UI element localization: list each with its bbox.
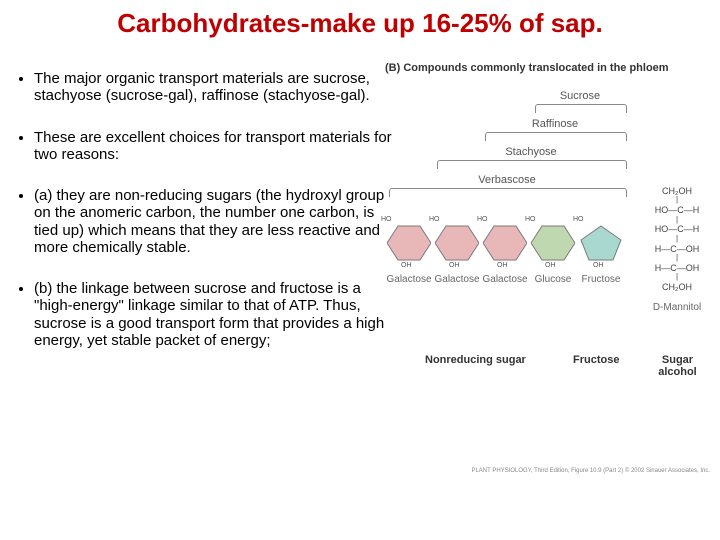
bullet-item: (a) they are non-reducing sugars (the hy… [34,187,394,256]
hydroxyl-label: HO [573,216,584,223]
sugar-ring [531,224,575,262]
sugar-name-label: Galactose [385,274,433,285]
sugar-ring [579,224,623,262]
sugar-ring [435,224,479,262]
hydroxyl-label: HO [381,216,392,223]
bottom-category-label: Fructose [573,354,619,366]
mannitol-line: CH₂OH [647,280,707,294]
slide-title: Carbohydrates-make up 16-25% of sap. [0,8,720,39]
bullet-item: (b) the linkage between sucrose and fruc… [34,280,394,349]
bracket-line [389,188,627,197]
bracket-label: Stachyose [437,146,625,158]
bracket-label: Sucrose [535,90,625,102]
bullet-item: The major organic transport materials ar… [34,70,394,105]
figure-panel: (B) Compounds commonly translocated in t… [385,62,710,482]
hydroxyl-label: OH [497,262,508,269]
sugar-name-label: Galactose [481,274,529,285]
sugar-ring [483,224,527,262]
sugar-name-label: Fructose [577,274,625,285]
hydroxyl-label: HO [525,216,536,223]
hydroxyl-label: OH [593,262,604,269]
bottom-category-label: Sugar alcohol [645,354,710,378]
sugar-name-label: Glucose [529,274,577,285]
bracket-line [485,132,627,141]
bracket-line [535,104,627,113]
figure-caption: (B) Compounds commonly translocated in t… [385,62,710,74]
hydroxyl-label: OH [401,262,412,269]
hydroxyl-label: OH [545,262,556,269]
sugar-name-label: Galactose [433,274,481,285]
sugar-ring [387,224,431,262]
bullet-item: These are excellent choices for transpor… [34,129,394,164]
bullet-list: The major organic transport materials ar… [14,70,394,373]
bracket-label: Raffinose [485,118,625,130]
sugar-diagram: Sucrose Raffinose Stachyose Verbascose HO OH… [385,74,710,474]
hydroxyl-label: HO [429,216,440,223]
bracket-label: Verbascose [389,174,625,186]
mannitol-label: D-Mannitol [647,300,707,316]
hydroxyl-label: HO [477,216,488,223]
mannitol-structure: CH₂OH|HO—C—H|HO—C—H|H—C—OH|H—C—OH|CH₂OHD… [647,184,707,316]
bracket-line [437,160,627,169]
copyright-text: PLANT PHYSIOLOGY, Third Edition, Figure … [471,468,710,474]
hydroxyl-label: OH [449,262,460,269]
bottom-category-label: Nonreducing sugar [425,354,526,366]
